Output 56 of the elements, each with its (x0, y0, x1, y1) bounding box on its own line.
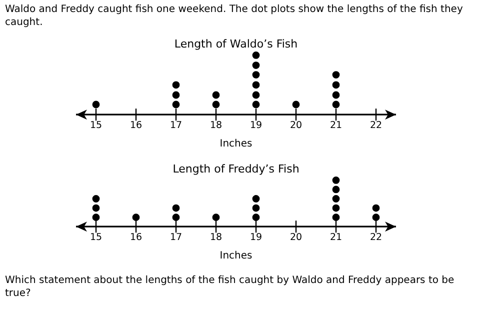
point (92, 214, 100, 222)
point (332, 214, 340, 222)
x-tick-label: 16 (130, 232, 142, 243)
point (172, 214, 180, 222)
point (332, 176, 340, 184)
x-axis-title: Inches (220, 138, 252, 150)
x-tick-label: 22 (370, 232, 382, 243)
point (212, 214, 220, 222)
point (332, 195, 340, 202)
point (172, 100, 180, 108)
x-tick-label: 18 (210, 232, 222, 243)
x-tick-label: 20 (290, 232, 302, 243)
x-tick-label: 21 (330, 120, 342, 131)
point (292, 100, 300, 108)
point (92, 100, 100, 108)
chart-title: Length of Waldo’s Fish (174, 37, 298, 50)
text: Which statement about the lengths of the fish caught by Waldo and Freddy appears to be true? (4, 274, 456, 300)
x-axis-title: Inches (220, 250, 252, 262)
point (172, 204, 180, 212)
point (132, 214, 140, 222)
x-tick-label: 16 (130, 120, 142, 131)
x-tick-label: 19 (250, 232, 262, 243)
point (372, 204, 380, 212)
x-tick-label: 21 (330, 232, 342, 243)
point (172, 81, 180, 89)
x-tick-label: 17 (170, 232, 182, 243)
point (212, 100, 220, 108)
x-tick-label: 19 (250, 120, 262, 131)
point (252, 91, 260, 99)
text: Waldo and Freddy caught fish one weekend. The dot plots show the lengths of the fish they caught. (4, 3, 464, 29)
point (92, 195, 100, 202)
point (252, 81, 260, 89)
point (332, 186, 340, 194)
x-tick-label: 18 (210, 120, 222, 131)
point (252, 52, 260, 59)
point (172, 91, 180, 99)
point (332, 71, 340, 78)
point (212, 91, 220, 99)
point (252, 195, 260, 202)
point (332, 204, 340, 212)
x-tick-label: 22 (370, 120, 382, 131)
x-tick-label: 17 (170, 120, 182, 131)
point (252, 62, 260, 69)
point (372, 214, 380, 222)
x-tick-label: 20 (290, 120, 302, 131)
point (332, 81, 340, 89)
point (252, 214, 260, 222)
x-tick-label: 15 (90, 120, 102, 131)
chart-title: Length of Freddy’s Fish (172, 162, 300, 176)
point (252, 71, 260, 78)
point (92, 204, 100, 212)
x-tick-label: 15 (90, 232, 102, 243)
point (252, 100, 260, 108)
point (332, 100, 340, 108)
point (332, 91, 340, 99)
point (252, 204, 260, 212)
